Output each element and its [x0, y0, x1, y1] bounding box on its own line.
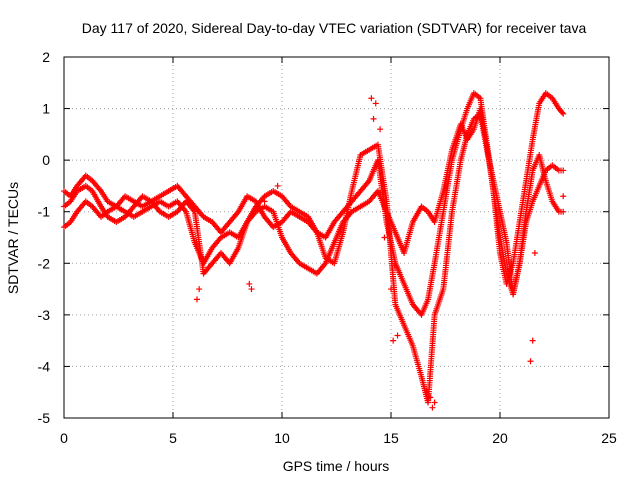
data-point [377, 126, 384, 133]
data-point [529, 337, 536, 344]
data-point [427, 394, 434, 401]
y-tick-label: -3 [38, 307, 51, 323]
chart-title: Day 117 of 2020, Sidereal Day-to-day VTE… [82, 20, 587, 36]
data-point [560, 167, 567, 174]
data-point [261, 198, 268, 205]
data-point [372, 100, 379, 107]
x-tick-label: 25 [601, 430, 617, 446]
data-point [431, 399, 438, 406]
data-point [560, 193, 567, 200]
x-tick-label: 10 [274, 430, 290, 446]
data-point [274, 182, 281, 189]
data-point [381, 234, 388, 241]
data-point [196, 286, 203, 293]
data-point [368, 95, 375, 102]
data-point [559, 109, 566, 116]
x-tick-labels: 0 5 10 15 20 25 [60, 430, 617, 446]
data-point [394, 332, 401, 339]
data-point [560, 208, 567, 215]
y-axis-label: SDTVAR / TECUs [5, 182, 21, 294]
data-point [390, 337, 397, 344]
plot-frame [63, 56, 610, 419]
data-point [429, 404, 436, 411]
data-point [370, 115, 377, 122]
data-point [246, 280, 253, 287]
x-tick-label: 15 [383, 430, 399, 446]
axis-ticks [63, 56, 610, 419]
y-tick-labels: -5 -4 -3 -2 -1 0 1 2 [38, 49, 51, 426]
data-point [248, 286, 255, 293]
data-points [61, 90, 567, 411]
data-point [527, 358, 534, 365]
y-tick-label: 0 [42, 152, 50, 168]
y-tick-label: -1 [38, 204, 51, 220]
y-tick-label: -4 [38, 358, 51, 374]
data-point [531, 249, 538, 256]
x-tick-label: 0 [60, 430, 68, 446]
x-tick-label: 20 [492, 430, 508, 446]
y-tick-label: 1 [42, 101, 50, 117]
x-tick-label: 5 [169, 430, 177, 446]
y-tick-label: 2 [42, 49, 50, 65]
y-tick-label: -5 [38, 410, 51, 426]
y-tick-label: -2 [38, 255, 51, 271]
data-point [388, 286, 394, 293]
data-point [560, 110, 567, 117]
data-point [193, 296, 200, 303]
x-axis-label: GPS time / hours [283, 458, 390, 474]
